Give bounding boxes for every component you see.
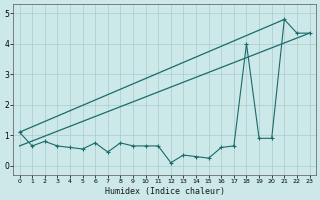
X-axis label: Humidex (Indice chaleur): Humidex (Indice chaleur) — [105, 187, 225, 196]
